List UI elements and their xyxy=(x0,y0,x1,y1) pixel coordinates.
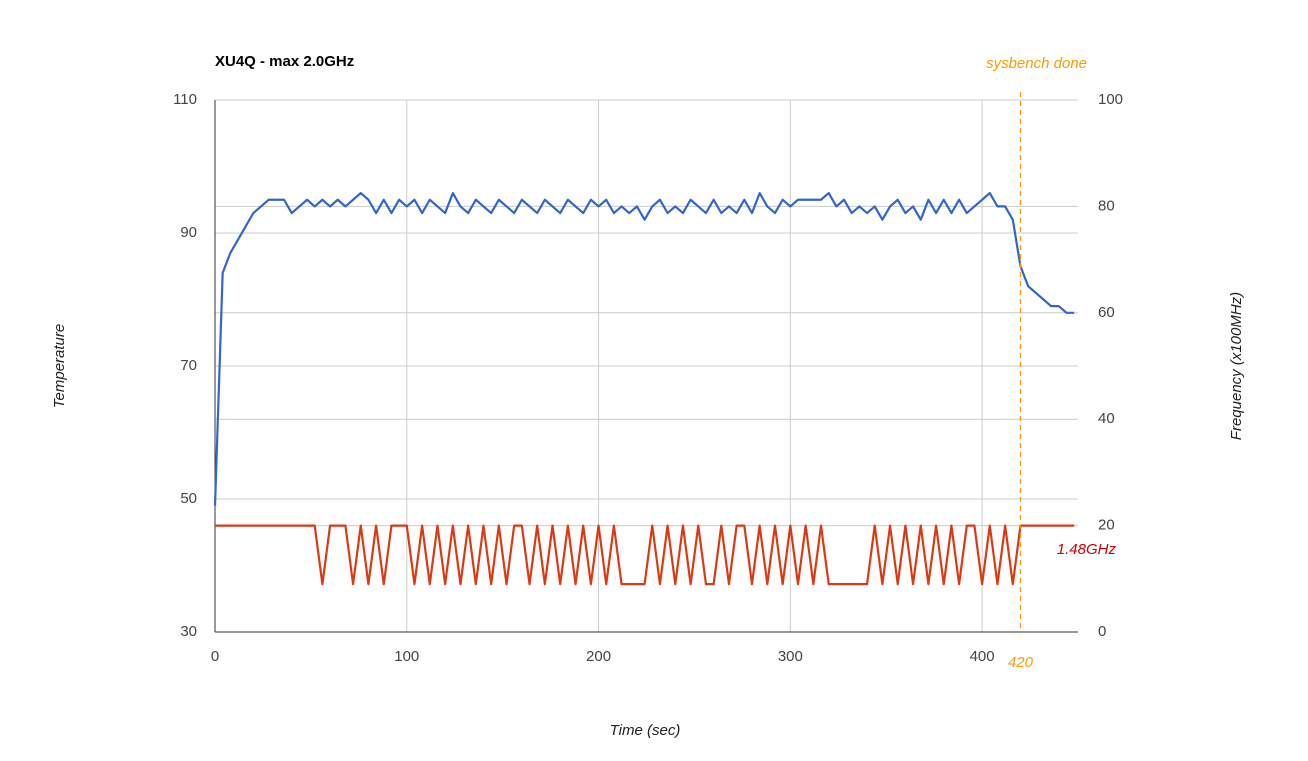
x-tick-label: 100 xyxy=(394,648,419,665)
x-tick-label: 200 xyxy=(586,648,611,665)
y2-axis-title: Frequency (x100MHz) xyxy=(1228,292,1245,440)
data-line xyxy=(213,192,1075,506)
y-axis-title: Temperature xyxy=(51,324,68,409)
y-tick-label: 70 xyxy=(180,357,197,374)
vline-label: sysbench done xyxy=(986,55,1087,72)
y2-tick-label: 20 xyxy=(1098,517,1115,534)
chart-title: XU4Q - max 2.0GHz xyxy=(215,53,354,70)
y2-tick-label: 100 xyxy=(1098,91,1123,108)
y-tick-label: 90 xyxy=(180,224,197,241)
x-tick-label: 300 xyxy=(778,648,803,665)
vline-x-label: 420 xyxy=(1008,654,1034,671)
y2-tick-label: 0 xyxy=(1098,623,1106,640)
data-line xyxy=(215,524,1075,586)
y2-tick-label: 80 xyxy=(1098,197,1115,214)
x-axis-title: Time (sec) xyxy=(610,722,681,739)
y-tick-label: 110 xyxy=(173,91,197,108)
y-tick-label: 30 xyxy=(180,623,197,640)
y2-tick-label: 60 xyxy=(1098,304,1115,321)
y-tick-label: 50 xyxy=(180,490,197,507)
annotation: 1.48GHz xyxy=(1057,541,1117,558)
x-tick-label: 400 xyxy=(970,648,995,665)
y2-tick-label: 40 xyxy=(1098,410,1115,427)
x-tick-label: 0 xyxy=(211,648,219,665)
